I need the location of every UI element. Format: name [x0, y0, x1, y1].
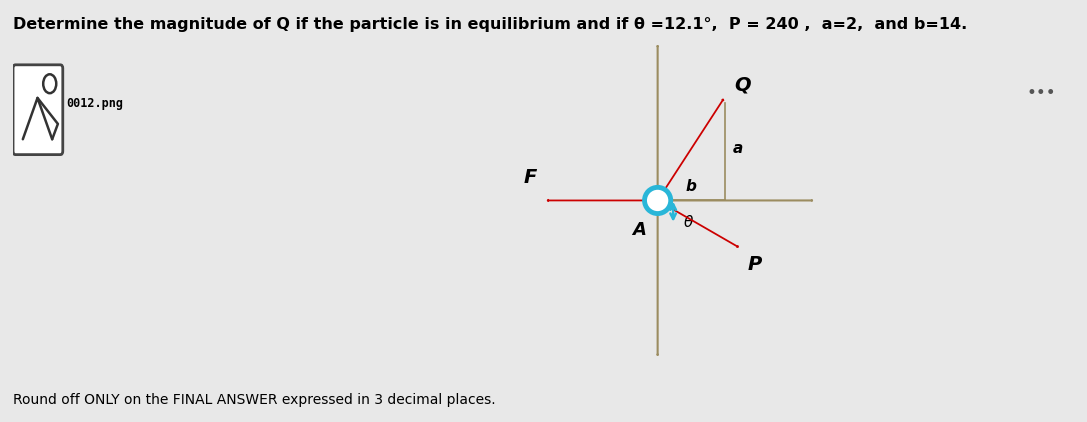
Circle shape: [645, 187, 671, 214]
Text: A: A: [632, 221, 646, 239]
Text: Determine the magnitude of Q if the particle is in equilibrium and if θ =12.1°, : Determine the magnitude of Q if the part…: [13, 17, 967, 32]
Text: 0012.png: 0012.png: [66, 97, 123, 110]
Text: P: P: [748, 255, 762, 274]
Text: •••: •••: [1027, 84, 1057, 102]
Text: F: F: [524, 168, 537, 187]
Text: b: b: [686, 179, 697, 194]
Text: a: a: [733, 141, 744, 156]
Text: θ: θ: [684, 215, 692, 230]
Text: Q: Q: [734, 76, 750, 95]
FancyBboxPatch shape: [13, 65, 63, 154]
Text: Round off ONLY on the FINAL ANSWER expressed in 3 decimal places.: Round off ONLY on the FINAL ANSWER expre…: [13, 393, 496, 407]
